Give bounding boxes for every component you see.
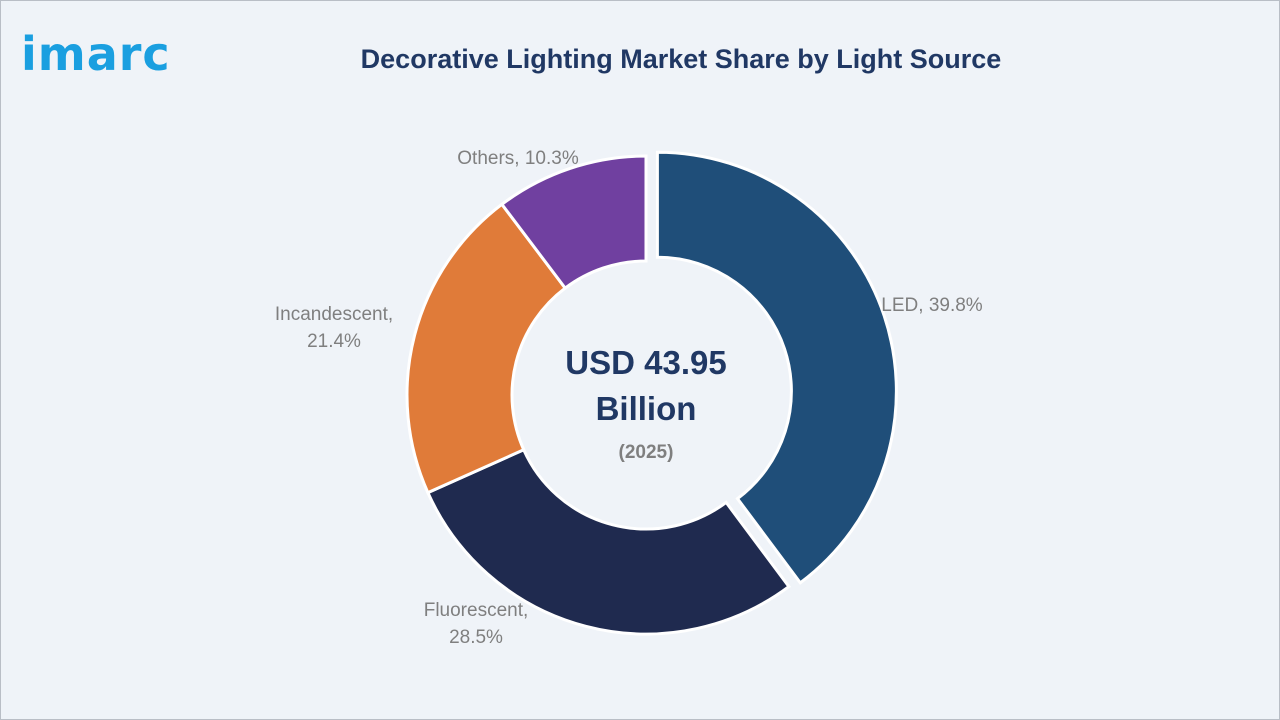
center-year: (2025) [619, 442, 674, 463]
imarc-logo: imarc [21, 27, 171, 81]
center-value-unit: Billion [596, 390, 697, 427]
slice-label-led: LED, 39.8% [881, 295, 982, 316]
slice-label-incandescent: Incandescent, 21.4% [275, 304, 393, 352]
donut-slice-fluorescent [425, 447, 791, 636]
donut-slice-others [499, 154, 648, 291]
donut-slice-led [655, 150, 898, 585]
slice-label-others: Others, 10.3% [457, 148, 579, 169]
slice-label-fluorescent: Fluorescent, 28.5% [424, 600, 529, 648]
center-value-amount: USD 43.95 [565, 344, 726, 381]
donut-slice-incandescent [405, 202, 568, 495]
chart-title: Decorative Lighting Market Share by Ligh… [360, 44, 1002, 74]
